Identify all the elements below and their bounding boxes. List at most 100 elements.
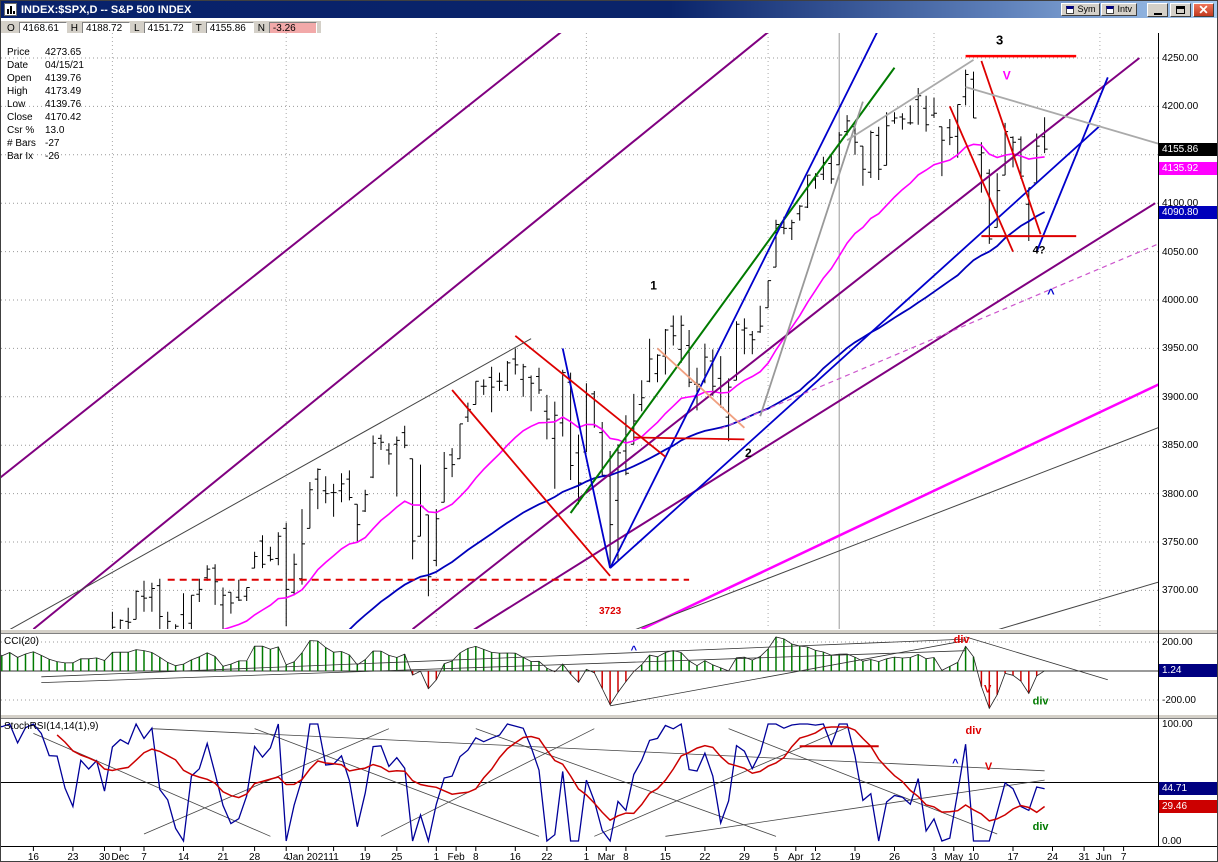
stochrsi-trendline <box>728 728 998 835</box>
x-axis-label: 11 <box>328 852 339 862</box>
x-axis-label: 25 <box>391 852 403 862</box>
x-axis-label: 1 <box>584 852 590 862</box>
stochrsi-annotation: div <box>966 725 983 737</box>
stochrsi-trendline <box>380 728 595 837</box>
cci-annotation: V <box>984 683 992 695</box>
x-axis-label: Dec <box>111 852 129 862</box>
x-axis-label: 26 <box>889 852 901 862</box>
interval-button-label: Intv <box>1117 4 1132 14</box>
x-axis-label: 24 <box>1047 852 1059 862</box>
stochrsi-annotation: V <box>985 761 993 773</box>
x-axis-label: 14 <box>178 852 190 862</box>
symbol-icon <box>1066 5 1075 14</box>
quote-bar: O 4168.61 H 4188.72 L 4151.72 T 4155.86 N -3.… <box>1 18 1217 36</box>
x-axis-label: 17 <box>1007 852 1019 862</box>
chart-annotation: 1 <box>650 279 657 293</box>
restore-icon <box>1176 5 1185 14</box>
close-button[interactable] <box>1193 2 1214 17</box>
cci-trendline <box>41 650 966 683</box>
cci-histogram-negative <box>411 671 1038 709</box>
x-axis-label: 28 <box>249 852 261 862</box>
window-title: INDEX:$SPX,D -- S&P 500 INDEX <box>21 3 192 16</box>
symbol-button-label: Sym <box>1077 4 1096 14</box>
stochrsi-d-line <box>56 726 1046 822</box>
x-axis-label: 7 <box>1121 852 1127 862</box>
chart-annotation: V <box>1003 68 1011 82</box>
stochrsi-trendline <box>151 728 1045 772</box>
x-axis-label: 21 <box>217 852 229 862</box>
quote-strip: O 4168.61 H 4188.72 L 4151.72 T 4155.86 N -3.… <box>1 21 321 36</box>
cci-trendline <box>41 638 966 678</box>
pane-splitter <box>1 629 1217 634</box>
x-axis-label: Apr <box>788 852 804 862</box>
x-axis-label: 15 <box>660 852 672 862</box>
chart-annotation: 3723 <box>599 606 622 617</box>
salmon-trendline <box>656 347 746 429</box>
quote-high-label: H <box>70 23 79 34</box>
x-axis-label: 8 <box>473 852 479 862</box>
cci-annotation: div <box>954 634 971 646</box>
quote-trade-label: T <box>195 23 202 34</box>
black-trendline-3 <box>9 338 532 629</box>
price-bars <box>111 69 1048 629</box>
symbol-button[interactable]: Sym <box>1061 3 1101 16</box>
quote-open-label: O <box>7 23 15 34</box>
interval-button[interactable]: Intv <box>1101 3 1137 16</box>
ema20-line <box>222 143 1045 629</box>
gray-steep-line <box>759 101 864 417</box>
x-axis-label: 23 <box>67 852 79 862</box>
stochrsi-k-line <box>1 722 1045 844</box>
magenta-trendline <box>641 383 1158 629</box>
x-axis-label: 5 <box>773 852 779 862</box>
stochrsi-annotation: ^ <box>952 758 959 770</box>
x-axis-label: 4 <box>283 852 289 862</box>
restore-button[interactable] <box>1170 2 1191 17</box>
x-axis-label: 8 <box>623 852 629 862</box>
titlebar[interactable]: INDEX:$SPX,D -- S&P 500 INDEX Sym Intv <box>1 1 1217 18</box>
purple-channel-mid <box>32 33 769 629</box>
x-axis-label: 10 <box>968 852 980 862</box>
x-axis-label: Feb <box>447 852 465 862</box>
quote-net-label: N <box>257 23 265 34</box>
gray-upper-line <box>846 59 974 142</box>
x-axis-label: Jan 2021 <box>288 852 330 862</box>
x-axis-label: 1 <box>434 852 440 862</box>
x-axis-label: 30 <box>99 852 111 862</box>
chart-annotation: 2 <box>745 446 752 460</box>
x-axis-label: 16 <box>28 852 40 862</box>
x-axis-label: Mar <box>598 852 616 862</box>
pane-splitter <box>1 714 1217 719</box>
minimize-button[interactable] <box>1147 2 1168 17</box>
quote-low-label: L <box>134 23 140 34</box>
stochrsi-annotation: div <box>1033 821 1050 833</box>
blue-steep-right <box>1035 77 1109 252</box>
sma50-line <box>348 211 1046 629</box>
x-axis-label: May <box>944 852 963 862</box>
x-axis-label: 19 <box>849 852 861 862</box>
x-axis-label: 19 <box>360 852 372 862</box>
x-axis-label: 12 <box>810 852 822 862</box>
chart-annotation: ^ <box>1047 286 1055 301</box>
cci-pane-label: CCI(20) <box>4 636 39 647</box>
purple-channel-lower <box>411 57 1141 629</box>
x-axis-label: 16 <box>510 852 522 862</box>
black-trendline-1 <box>635 427 1158 629</box>
red-decline-march <box>451 389 611 577</box>
blue-fan-main <box>609 125 1101 569</box>
cci-annotation: ^ <box>631 644 638 656</box>
red-decline-may2 <box>948 106 1014 252</box>
purple-channel-low2 <box>473 202 1156 629</box>
stochrsi-pane-label: StochRSI(14,14(1),9) <box>4 721 99 732</box>
stochrsi-trendline <box>254 728 540 837</box>
red-triangle-line <box>514 335 666 458</box>
red-decline-may <box>980 60 1042 235</box>
cci-trendline <box>610 640 966 707</box>
cci-outline <box>1 636 1045 710</box>
x-axis-label: 29 <box>739 852 751 862</box>
x-axis-label: 22 <box>541 852 553 862</box>
x-axis-label: 31 <box>1079 852 1091 862</box>
interval-icon <box>1106 5 1115 14</box>
